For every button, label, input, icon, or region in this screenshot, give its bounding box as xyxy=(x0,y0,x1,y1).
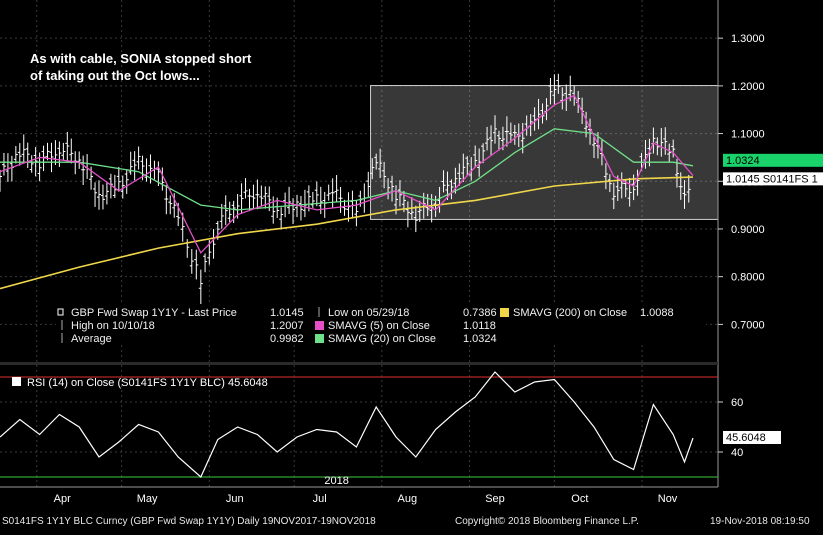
rsi-axis-label: 40 xyxy=(731,447,743,459)
legend-label: GBP Fwd Swap 1Y1Y - Last Price xyxy=(71,307,237,319)
smavg-200-line xyxy=(0,176,694,290)
rsi-axis-label: 60 xyxy=(731,397,743,409)
price-axis-label: 1.3000 xyxy=(731,33,765,45)
price-axis-label: 0.9000 xyxy=(731,224,765,236)
legend-swatch xyxy=(315,334,324,343)
footer-copyright: Copyright© 2018 Bloomberg Finance L.P. xyxy=(455,516,639,527)
trading-range-box xyxy=(370,85,719,220)
x-axis-year-label: 2018 xyxy=(324,475,348,487)
legend-swatch xyxy=(500,308,509,317)
chart-annotation: As with cable, SONIA stopped short xyxy=(30,51,252,66)
legend-candle-marker xyxy=(57,308,64,316)
x-axis-label: Aug xyxy=(398,493,418,505)
x-axis-label: May xyxy=(137,493,158,505)
legend-value: 1.0088 xyxy=(640,307,674,319)
x-axis-label: Jun xyxy=(226,493,244,505)
x-axis-label: Jul xyxy=(313,493,327,505)
legend-value: 1.0324 xyxy=(463,333,497,345)
pane-separator xyxy=(0,362,718,365)
legend-label: Low on 05/29/18 xyxy=(328,307,409,319)
legend-box xyxy=(56,304,706,344)
rsi-title: RSI (14) on Close (S0141FS 1Y1Y BLC) 45.… xyxy=(27,377,268,389)
price-axis-label: 1.2000 xyxy=(731,81,765,93)
x-axis-label: Apr xyxy=(54,493,71,505)
chart-annotation: of taking out the Oct lows... xyxy=(30,68,200,83)
legend-value: 0.9982 xyxy=(270,333,304,345)
footer-timestamp: 19-Nov-2018 08:19:50 xyxy=(710,516,810,527)
price-axis-label: 0.8000 xyxy=(731,272,765,284)
price-tag-label: 1.0324 xyxy=(726,155,760,167)
price-axis-label: 1.1000 xyxy=(731,129,765,141)
footer-instrument: S0141FS 1Y1Y BLC Curncy (GBP Fwd Swap 1Y… xyxy=(2,516,376,527)
x-axis-label: Oct xyxy=(571,493,588,505)
legend-label: SMAVG (5) on Close xyxy=(328,320,430,332)
rsi-value-tag-box xyxy=(723,430,781,444)
price-tag-box xyxy=(723,153,823,167)
rsi-line xyxy=(0,371,694,478)
rsi-legend-swatch xyxy=(12,377,21,386)
legend-label: Average xyxy=(71,333,112,345)
x-axis-label: Nov xyxy=(658,493,678,505)
legend-value: 1.0145 xyxy=(270,307,304,319)
footer-bar: S0141FS 1Y1Y BLC Curncy (GBP Fwd Swap 1Y… xyxy=(0,514,823,530)
legend-label: SMAVG (200) on Close xyxy=(513,307,627,319)
legend-value: 1.0118 xyxy=(463,320,496,332)
legend-label: SMAVG (20) on Close xyxy=(328,333,436,345)
legend-swatch xyxy=(315,321,324,330)
smavg-5-line xyxy=(0,94,694,254)
price-tag-label: 1.0145 S0141FS 1 xyxy=(726,173,818,185)
rsi-value-tag: 45.6048 xyxy=(726,432,766,444)
price-tag-box xyxy=(723,172,823,186)
legend-value: 0.7386 xyxy=(463,307,497,319)
x-axis-label: Sep xyxy=(485,493,505,505)
legend-value: 1.2007 xyxy=(270,320,304,332)
price-axis-label: 0.7000 xyxy=(731,319,765,331)
legend-label: High on 10/10/18 xyxy=(71,320,155,332)
